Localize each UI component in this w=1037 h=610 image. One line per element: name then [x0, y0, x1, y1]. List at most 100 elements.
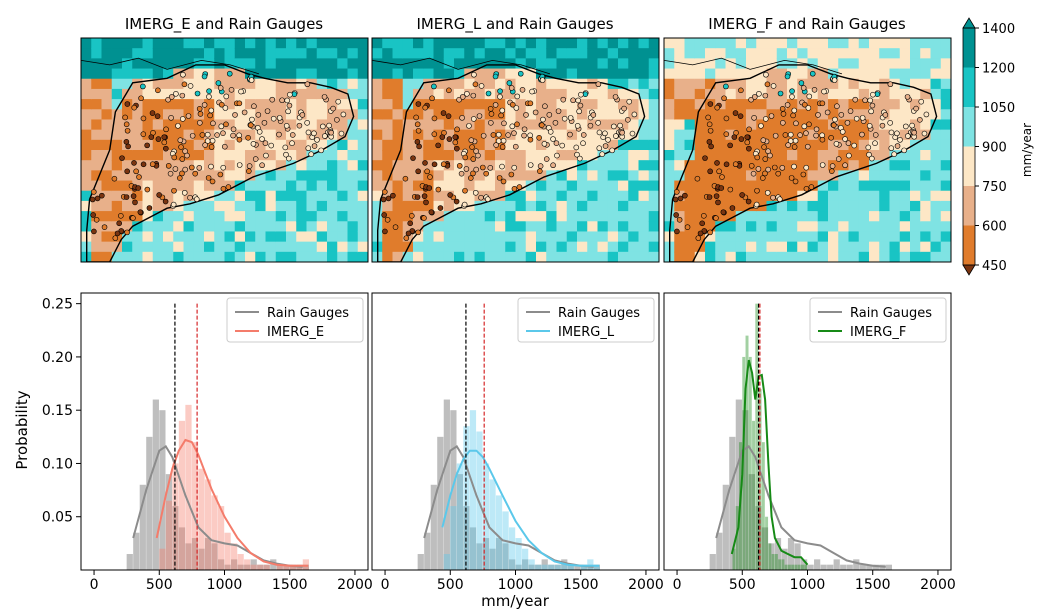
map-cell [694, 211, 706, 222]
gauge-marker [751, 94, 758, 100]
x-tick-label: 1000 [207, 577, 243, 593]
gauge-marker [851, 142, 858, 149]
map-cell [684, 78, 696, 90]
map-cell [879, 58, 891, 70]
gauge-marker [519, 86, 526, 93]
map-cell [940, 78, 951, 90]
bar-rain-gauges [257, 564, 264, 570]
gauge-marker [707, 127, 714, 134]
map-cell [910, 251, 921, 262]
map-cell [746, 139, 757, 151]
map-cell [183, 211, 195, 222]
map-cell [607, 180, 619, 192]
map-cell [495, 241, 506, 253]
map-cell [265, 68, 277, 80]
map-cell [173, 221, 185, 233]
gauge-marker [184, 152, 190, 159]
map-cell [910, 231, 921, 243]
map-cell [306, 241, 318, 253]
map-cell [848, 200, 860, 212]
map-cell [715, 119, 727, 131]
map-cell [618, 68, 629, 80]
map-cell [674, 48, 686, 59]
map-cell [111, 251, 123, 262]
gauge-marker [853, 115, 860, 122]
map-cell [807, 241, 819, 253]
map-cell [183, 68, 195, 80]
map-cell [454, 78, 465, 90]
map-cell [674, 99, 686, 110]
map-cell [234, 88, 246, 100]
map-cell [776, 180, 788, 192]
map-cell [484, 221, 496, 233]
map-cell [474, 129, 486, 141]
map-cell [879, 78, 891, 90]
map-cell [234, 119, 246, 131]
map-cell [474, 251, 486, 262]
gauge-marker [246, 168, 252, 174]
map-cell [495, 58, 506, 70]
bar-rain-gauges [567, 564, 574, 570]
gauge-marker [179, 170, 185, 177]
map-cell [224, 150, 236, 161]
map-cell [132, 48, 144, 59]
map-cell [173, 129, 185, 141]
map-cell [930, 180, 942, 192]
map-cell [484, 129, 496, 141]
bar-rain-gauges [244, 564, 251, 570]
map-cell [797, 221, 809, 233]
gauge-marker [801, 123, 808, 130]
map-cell [628, 78, 640, 90]
map-cell [433, 150, 445, 161]
gauge-marker [488, 111, 495, 117]
gauge-marker [713, 193, 720, 199]
gauge-marker [508, 85, 515, 91]
map-cell [807, 119, 819, 131]
map-cell [372, 180, 383, 192]
map-cell [664, 88, 675, 100]
map-cell [735, 139, 747, 151]
map-cell [454, 170, 465, 182]
map-cell [858, 109, 870, 121]
gauge-marker [209, 178, 216, 185]
map-cell [234, 200, 246, 212]
map-cell [694, 150, 706, 161]
bar-imerg [804, 564, 808, 570]
gauge-marker [746, 126, 752, 133]
map-cell [183, 231, 195, 243]
map-cell [357, 58, 368, 70]
map-title-f: IMERG_F and Rain Gauges [708, 15, 906, 34]
map-cell [817, 68, 829, 80]
x-tick-label: 1500 [563, 577, 599, 593]
map-cell [715, 78, 727, 90]
map-cell [858, 48, 870, 59]
gauge-marker [918, 98, 925, 105]
map-cell [546, 211, 558, 222]
gauge-marker [772, 132, 779, 139]
map-cell [392, 99, 404, 110]
map-cell [91, 211, 103, 222]
gauge-marker [453, 198, 460, 205]
map-cell [484, 48, 496, 59]
bar-imerg [469, 410, 477, 570]
map-cell [464, 109, 476, 121]
bar-imerg [794, 564, 798, 570]
map-cell [940, 190, 951, 202]
map-cell [382, 150, 394, 161]
gauge-marker [382, 189, 388, 195]
map-cell [807, 160, 819, 171]
map-cell [664, 170, 675, 182]
gauge-marker [514, 121, 520, 128]
gauge-marker [770, 194, 776, 201]
gauge-marker [218, 123, 225, 130]
map-cell [286, 190, 297, 202]
gauge-marker [577, 102, 584, 109]
x-axis-label: mm/year [481, 592, 550, 610]
map-cell [245, 48, 256, 59]
map-cell [337, 58, 349, 70]
gauge-marker [611, 123, 617, 130]
map-cell [454, 139, 465, 151]
map-cell [776, 150, 788, 161]
bar-rain-gauges [185, 543, 192, 570]
